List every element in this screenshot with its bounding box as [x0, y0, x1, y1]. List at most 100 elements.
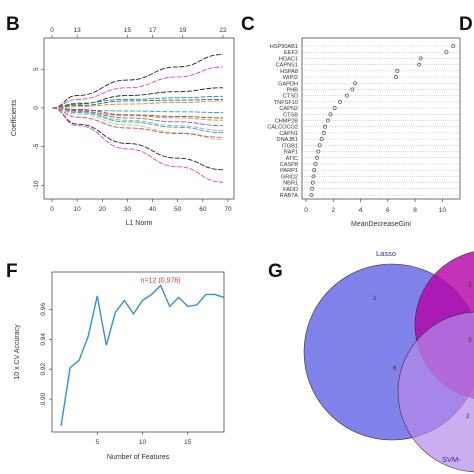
- coefficient-path: [51, 107, 223, 183]
- gini-point: [315, 155, 319, 160]
- gini-point: [394, 75, 398, 79]
- x-tick-label-c: 6: [386, 207, 390, 214]
- gini-point: [451, 44, 456, 48]
- x-tick-label-b: 30: [124, 206, 132, 213]
- gini-point: [310, 186, 315, 191]
- y-axis-label-f: 10 x CV Accuracy: [14, 324, 21, 380]
- x-tick-label-c: 0: [304, 207, 308, 214]
- x-tick-label-f: 10: [139, 439, 147, 446]
- gene-label: CAPN2: [279, 106, 298, 112]
- y-tick-label-f: 0.96: [40, 303, 47, 316]
- top-tick-label-b: 0: [50, 27, 54, 34]
- gene-label: ITGB1: [282, 143, 298, 149]
- coefficient-path: [51, 107, 223, 127]
- gene-label: RAB7A: [280, 193, 299, 199]
- gini-point: [444, 50, 449, 55]
- venn-count-lasso-svm: 6: [393, 365, 397, 372]
- gini-point: [395, 68, 400, 73]
- gene-label: DNAJB1: [277, 137, 298, 143]
- y-tick-label-f: 0.94: [40, 333, 47, 346]
- venn-count-lasso-only: 1: [373, 295, 377, 302]
- gene-label: HDAC1: [279, 56, 298, 62]
- gini-point: [313, 162, 318, 166]
- gene-label: ATIC: [286, 156, 298, 162]
- x-tick-label-c: 2: [331, 207, 335, 214]
- gene-label: NBR1: [283, 181, 298, 187]
- panel-b: B 0 13 15 17 19 22 0 10 20 30 40 50 60 70 -10 -5 0 5 L1…: [6, 14, 235, 227]
- gene-label: CAPNS1: [276, 63, 298, 69]
- gene-label: FADD: [283, 187, 298, 193]
- x-tick-label-b: 60: [199, 206, 207, 213]
- plot-frame-b: [43, 37, 235, 200]
- top-tick-label-b: 19: [179, 27, 187, 34]
- gini-point: [325, 118, 330, 123]
- gini-point: [338, 99, 342, 104]
- venn-count-rf: 3: [468, 282, 472, 289]
- x-axis-f: 5 10 15: [95, 432, 192, 446]
- y-tick-label-f: 0.92: [40, 362, 47, 375]
- coefficient-path: [51, 87, 223, 109]
- x-tick-label-b: 0: [50, 206, 54, 213]
- x-tick-label-f: 15: [184, 439, 192, 446]
- y-axis-f: 0.90 0.92 0.94 0.96: [40, 303, 52, 405]
- coefficient-path: [51, 107, 223, 119]
- panel-letter-c: C: [241, 14, 255, 35]
- x-tick-label-c: 10: [439, 207, 447, 214]
- best-n-annotation: n=12 (0.976): [141, 277, 181, 284]
- gini-point: [418, 56, 423, 61]
- x-axis-b: 0 10 20 30 40 50 60 70: [50, 199, 232, 213]
- coefficient-path: [51, 54, 223, 109]
- venn-count-svm: 2: [466, 413, 470, 420]
- x-tick-label-c: 4: [359, 207, 363, 214]
- x-tick-label-c: 8: [413, 207, 417, 214]
- x-axis-c: 0 2 4 6 8 10: [304, 199, 446, 214]
- gini-point: [312, 168, 317, 173]
- gene-label: CALCOCO2: [267, 125, 298, 131]
- gene-label: TNFSF10: [274, 100, 298, 106]
- y-axis-b: -10 -5 0 5: [33, 67, 44, 190]
- panel-c: C HSP90AB1EEF2HDAC1CAPNS1HSPA8WIPI2GAPDH…: [241, 14, 461, 228]
- x-tick-label-b: 40: [149, 206, 157, 213]
- gini-point: [323, 124, 327, 129]
- y-axis-label-b: Coefficients: [11, 99, 18, 136]
- gene-label: CTSB: [283, 112, 298, 118]
- coefficient-path: [51, 66, 223, 109]
- x-axis-label-b: L1 Norm: [126, 220, 153, 227]
- top-axis-b: 0 13 15 17 19 22: [50, 27, 227, 38]
- coefficient-path: [51, 100, 223, 109]
- panel-letter-g: G: [268, 261, 283, 282]
- panel-letter-d: D: [459, 14, 473, 35]
- gini-point: [345, 93, 349, 98]
- coefficient-path: [51, 95, 223, 109]
- plot-frame-c: [301, 37, 461, 200]
- panel-letter-f: F: [6, 261, 18, 282]
- gini-point: [319, 137, 324, 142]
- gini-point: [316, 149, 321, 154]
- coefficient-path: [51, 107, 223, 113]
- gene-label: CHMP2B: [275, 119, 299, 125]
- coefficient-path: [51, 107, 223, 134]
- venn-svm-circle: [397, 311, 474, 473]
- gini-points: [309, 44, 456, 197]
- gene-label: CAPN1: [279, 131, 298, 137]
- coefficient-path: [51, 98, 223, 109]
- top-tick-label-b: 13: [74, 27, 82, 34]
- x-tick-label-b: 20: [99, 206, 107, 213]
- gene-label: RAF1: [284, 150, 298, 156]
- x-axis-label-f: Number of Features: [107, 454, 170, 461]
- panel-g: G Lasso SVM- 1 6 3 3 2: [268, 249, 474, 473]
- y-tick-label-b: -5: [33, 143, 40, 149]
- panel-f: F 5 10 15 0.90 0.92 0.94 0.96 n=12 (0.976) Nu…: [6, 261, 225, 461]
- plot-frame-f: [51, 271, 225, 433]
- top-tick-label-b: 17: [149, 27, 157, 34]
- gini-point: [317, 143, 322, 148]
- gini-point: [309, 193, 314, 197]
- gene-label: WIPI2: [283, 75, 298, 81]
- y-tick-label-f: 0.90: [40, 392, 47, 405]
- gini-point: [321, 131, 326, 135]
- gini-point: [353, 81, 357, 86]
- top-tick-label-b: 22: [219, 27, 227, 34]
- gene-label: HSPA8: [280, 69, 298, 75]
- coefficient-path: [51, 107, 223, 171]
